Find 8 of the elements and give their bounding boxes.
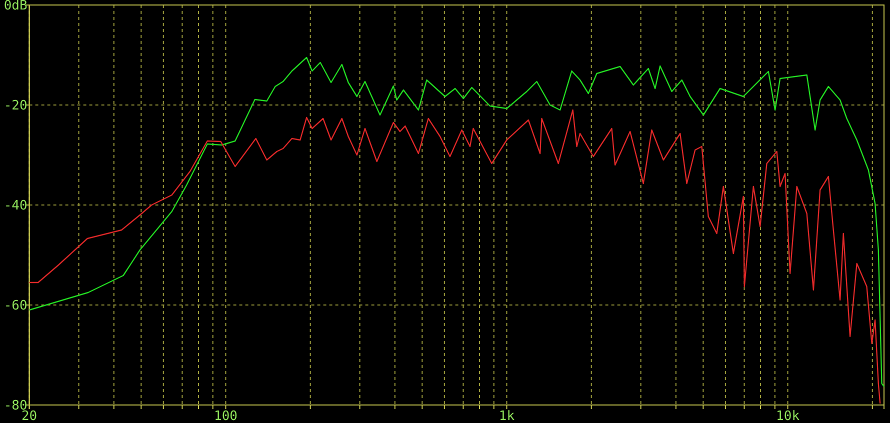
x-tick-label: 20 [21, 409, 38, 423]
x-tick-label: 10k [776, 409, 800, 423]
x-tick-label: 1k [498, 409, 515, 423]
y-tick-label: -40 [4, 198, 28, 214]
y-tick-label: 0dB [4, 0, 28, 14]
y-tick-label: -60 [4, 298, 28, 314]
y-tick-label: -20 [4, 98, 28, 114]
x-tick-label: 100 [214, 409, 238, 423]
